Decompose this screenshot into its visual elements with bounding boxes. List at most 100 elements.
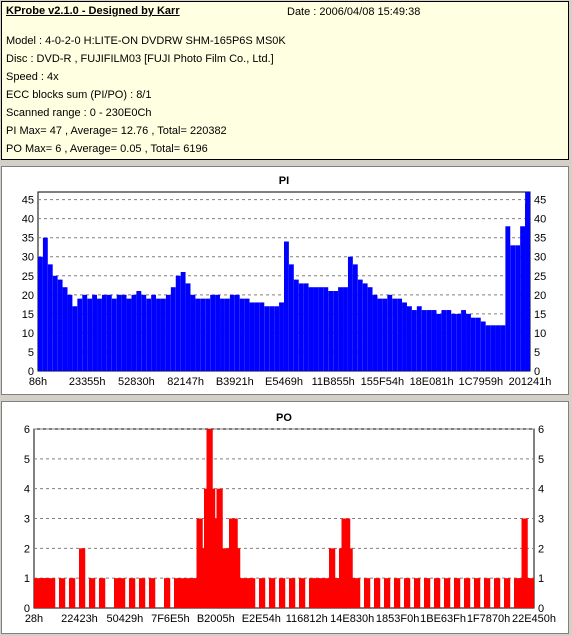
x-tick-label: 1853F0h	[376, 613, 419, 625]
data-bar	[114, 578, 121, 608]
data-bar	[42, 237, 48, 371]
data-bar	[343, 287, 348, 371]
y-tick-label-right: 6	[538, 424, 544, 436]
y-tick-label: 35	[22, 233, 34, 245]
data-bar	[338, 287, 343, 371]
data-bar	[185, 283, 191, 371]
data-bar	[324, 578, 331, 608]
y-tick-label-right: 0	[534, 366, 540, 378]
data-bar	[362, 283, 368, 371]
data-bar	[521, 518, 528, 608]
data-bar	[116, 294, 122, 371]
data-bar	[72, 306, 78, 371]
data-bar	[323, 287, 329, 371]
data-bar	[470, 317, 476, 371]
chart-title: PO	[276, 412, 292, 424]
data-bar	[151, 294, 157, 371]
x-tick-label: 1F7870h	[467, 613, 510, 625]
data-bar	[289, 578, 296, 608]
data-bar	[475, 317, 481, 371]
data-bar	[69, 578, 76, 608]
x-tick-label: B2005h	[197, 613, 235, 625]
data-bar	[421, 310, 427, 371]
x-tick-label: 7F6E5h	[151, 613, 190, 625]
x-tick-label: 28h	[25, 613, 43, 625]
data-bar	[62, 287, 68, 371]
data-bar	[205, 298, 211, 371]
data-bar	[59, 578, 66, 608]
y-tick-label: 30	[22, 252, 34, 264]
data-bar	[495, 325, 501, 371]
pi-chart-panel: PI 0 0 5 5 10 10 15 15 20 20 25 25 30 30 35 35 40 40 45 45 86…	[1, 166, 569, 395]
y-tick-label: 15	[22, 309, 34, 321]
x-tick-label: 23355h	[69, 376, 106, 388]
data-bar	[220, 298, 225, 371]
data-bar	[249, 302, 255, 371]
data-bar	[494, 578, 501, 608]
data-bar	[259, 302, 265, 371]
data-bar	[524, 578, 531, 608]
data-bar	[364, 578, 371, 608]
data-bar	[367, 287, 373, 371]
data-bar	[347, 256, 353, 371]
data-bar	[156, 298, 161, 371]
y-tick-label-right: 25	[534, 271, 546, 283]
y-tick-label-right: 4	[538, 484, 544, 496]
data-bar	[49, 578, 56, 608]
data-bar	[333, 291, 339, 371]
data-bar	[313, 287, 319, 371]
x-tick-label: 82147h	[167, 376, 204, 388]
data-bar	[52, 275, 58, 371]
data-bar	[190, 294, 196, 371]
data-bar	[79, 548, 86, 608]
data-bar	[38, 256, 43, 371]
y-tick-label-right: 5	[534, 347, 540, 359]
data-bar	[309, 578, 316, 608]
data-bar	[239, 578, 246, 608]
y-tick-label-right: 20	[534, 290, 546, 302]
y-tick-label: 5	[28, 347, 34, 359]
data-bar	[441, 310, 447, 371]
data-bar	[490, 325, 496, 371]
data-bar	[136, 291, 142, 371]
data-bar	[184, 578, 191, 608]
data-bar	[164, 578, 171, 608]
x-tick-label: 1BE63Fh	[420, 613, 466, 625]
data-bar	[200, 298, 206, 371]
data-bar	[284, 241, 289, 371]
data-bar	[451, 313, 457, 371]
data-bar	[404, 578, 411, 608]
y-tick-label: 4	[24, 484, 30, 496]
data-bar	[446, 310, 452, 371]
data-bar	[99, 578, 106, 608]
po-chart-panel: PO 0 0 1 1 2 2 3 3 4 4 5 5 6 6 28h 22423h 50429h 7F6E5h B20…	[1, 401, 569, 634]
y-tick-label-right: 1	[538, 573, 544, 585]
data-bar	[189, 578, 196, 608]
data-bar	[174, 578, 181, 608]
x-tick-label: 18E081h	[410, 376, 454, 388]
data-bar	[149, 578, 156, 608]
data-bar	[224, 298, 230, 371]
data-bar	[139, 578, 146, 608]
data-bar	[77, 298, 83, 371]
ecc-line: ECC blocks sum (PI/PO) : 8/1	[6, 89, 152, 101]
y-tick-label: 45	[22, 195, 34, 207]
data-bar	[426, 310, 432, 371]
data-bar	[387, 294, 393, 371]
data-bar	[411, 310, 417, 371]
data-bar	[431, 310, 437, 371]
data-bar	[500, 325, 506, 371]
data-bar	[354, 578, 361, 608]
data-bar	[106, 294, 112, 371]
data-bar	[510, 245, 516, 371]
data-bar	[454, 578, 461, 608]
data-bar	[146, 298, 152, 371]
data-bar	[474, 578, 481, 608]
y-tick-label-right: 30	[534, 252, 546, 264]
scan-date: Date : 2006/04/08 15:49:38	[287, 6, 421, 18]
data-bar	[480, 321, 486, 371]
pi-stats-line: PI Max= 47 , Average= 12.76 , Total= 220…	[6, 125, 227, 137]
data-bar	[224, 548, 231, 608]
data-bar	[279, 578, 286, 608]
data-bar	[89, 578, 96, 608]
